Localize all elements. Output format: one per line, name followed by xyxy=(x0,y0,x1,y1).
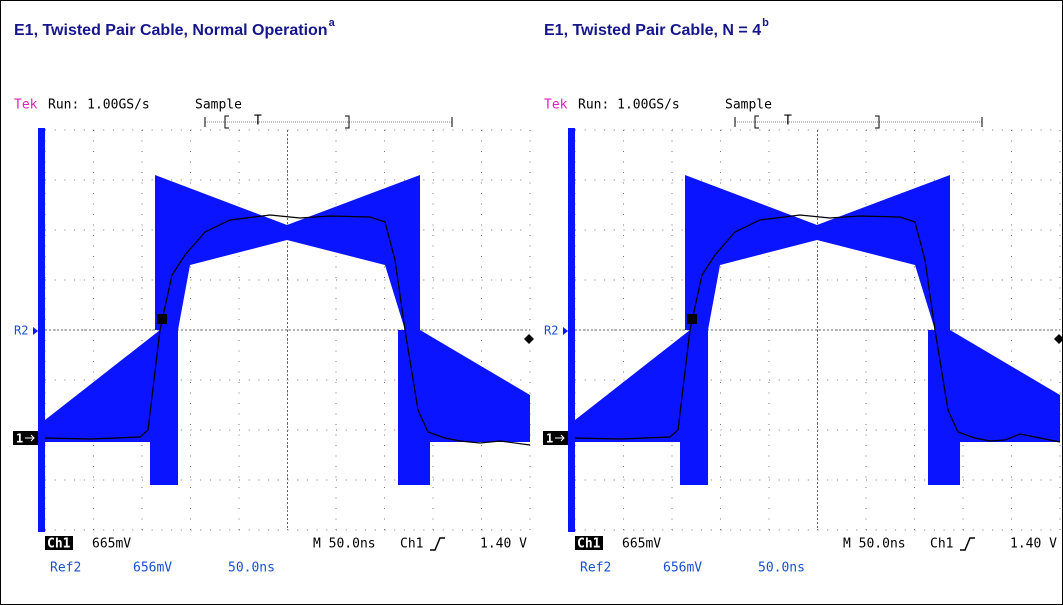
trigger-channel: Ch1 xyxy=(930,537,953,552)
acq-mode: Sample xyxy=(725,98,772,113)
trigger-channel: Ch1 xyxy=(400,537,423,552)
ref-marker: R2 xyxy=(14,324,28,338)
channel-scale: 665mV xyxy=(622,537,661,552)
brand: Tek xyxy=(544,98,568,113)
channel-label: Ch1 xyxy=(47,537,71,552)
channel-marker: 1 xyxy=(16,432,23,446)
panel-title-superscript: a xyxy=(329,17,336,29)
acq-mode: Sample xyxy=(195,98,242,113)
ref-time: 50.0ns xyxy=(758,561,805,576)
channel-bar xyxy=(38,128,45,532)
ref-scale: 656mV xyxy=(663,561,702,576)
panel-title: E1, Twisted Pair Cable, N = 4 xyxy=(544,22,761,39)
ref-scale: 656mV xyxy=(133,561,172,576)
trigger-level: 1.40 V xyxy=(1010,537,1057,552)
figure: E1, Twisted Pair Cable, Normal Operation… xyxy=(0,0,1063,605)
trigger-level: 1.40 V xyxy=(480,537,527,552)
run-status: Run: 1.00GS/s xyxy=(578,98,680,113)
channel-label: Ch1 xyxy=(577,537,601,552)
channel-marker: 1 xyxy=(546,432,553,446)
channel-bar xyxy=(568,128,575,532)
panel-title: E1, Twisted Pair Cable, Normal Operation xyxy=(14,22,328,39)
channel-scale: 665mV xyxy=(92,537,131,552)
ref-time: 50.0ns xyxy=(228,561,275,576)
trigger-marker: T xyxy=(254,114,262,129)
run-status: Run: 1.00GS/s xyxy=(48,98,150,113)
trigger-marker: T xyxy=(784,114,792,129)
ref-marker: R2 xyxy=(544,324,558,338)
ref-label: Ref2 xyxy=(580,561,611,576)
timebase: M 50.0ns xyxy=(843,537,906,552)
timebase: M 50.0ns xyxy=(313,537,376,552)
ref-label: Ref2 xyxy=(50,561,81,576)
brand: Tek xyxy=(14,98,38,113)
cursor-marker xyxy=(157,314,167,324)
cursor-marker xyxy=(687,314,697,324)
panel-title-superscript: b xyxy=(762,17,769,29)
